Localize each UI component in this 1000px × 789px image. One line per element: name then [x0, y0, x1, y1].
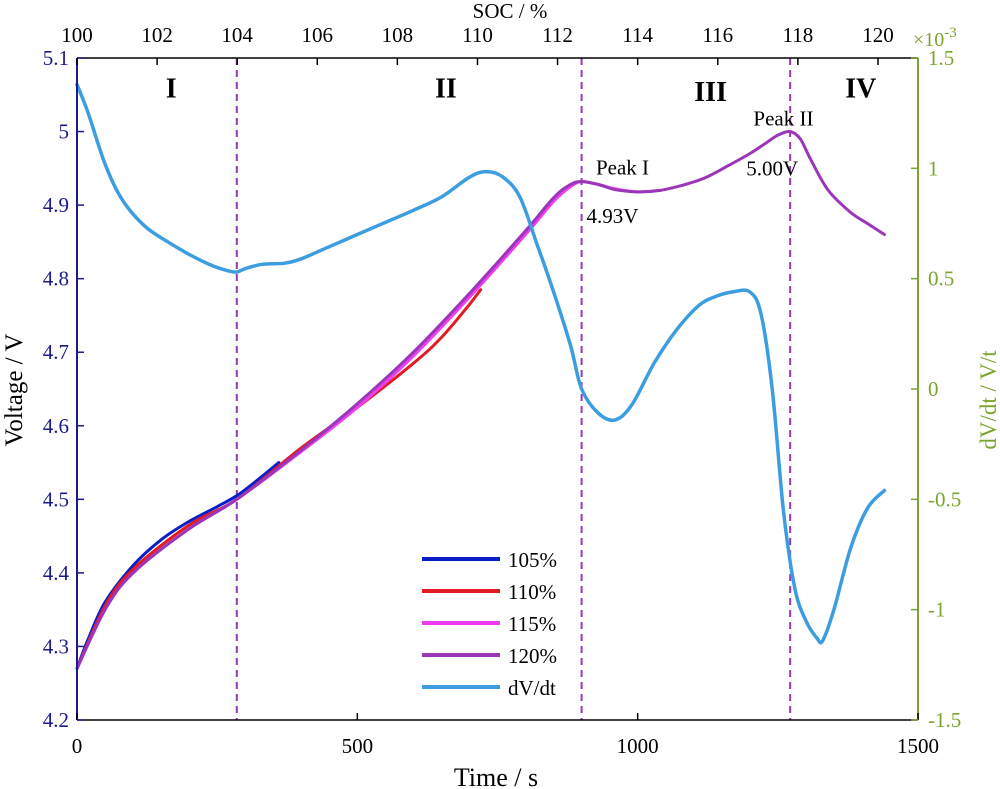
soc-tick-label: 116 [702, 23, 733, 47]
soc-tick-label: 100 [61, 23, 93, 47]
x-tick-label: 0 [72, 734, 83, 758]
y-left-tick-label: 4.3 [43, 634, 69, 658]
y-right-tick-label: 0.5 [928, 267, 954, 291]
right-axis-exponent-power: -3 [944, 25, 957, 41]
top-axis-title: SOC / % [473, 0, 548, 23]
soc-tick-label: 118 [782, 23, 813, 47]
legend-label: 120% [508, 644, 557, 668]
legend-label: dV/dt [508, 676, 556, 700]
soc-tick-label: 110 [462, 23, 493, 47]
region-label: III [694, 77, 727, 108]
y-right-tick-label: -1 [928, 598, 946, 622]
y-left-tick-label: 5 [59, 120, 70, 144]
x-tick-label: 1000 [617, 734, 659, 758]
left-axis-title: Voltage / V [1, 334, 28, 447]
y-left-tick-label: 4.9 [43, 193, 69, 217]
peak-annotation: 4.93V [586, 204, 638, 228]
peak-annotation: Peak I [596, 156, 649, 180]
legend: 105% 110% 115% 120% dV/dt [422, 548, 557, 700]
region-label: IV [845, 73, 876, 104]
region-label: II [435, 73, 457, 104]
x-axis-title: Time / s [454, 763, 538, 789]
series-line-dv-dt [75, 82, 887, 645]
soc-tick-label: 108 [382, 23, 414, 47]
right-axis-exponent-base: ×10 [913, 29, 944, 51]
legend-label: 115% [508, 612, 556, 636]
y-left-tick-label: 4.5 [43, 487, 69, 511]
y-left-tick-label: 4.7 [43, 340, 69, 364]
y-left-tick-label: 4.8 [43, 267, 69, 291]
plot-series [75, 82, 887, 670]
legend-label: 110% [508, 580, 556, 604]
soc-tick-label: 114 [622, 23, 653, 47]
series-line-105- [75, 461, 281, 670]
x-tick-label: 1500 [897, 734, 939, 758]
series-line-120- [75, 129, 886, 670]
tick-labels: 0 500 1000 15004.24.34.44.54.64.74.84.955.1… [43, 23, 962, 758]
legend-label: 105% [508, 548, 557, 572]
y-right-tick-label: 0 [928, 377, 939, 401]
y-left-tick-label: 4.6 [43, 414, 69, 438]
y-right-tick-label: -0.5 [928, 487, 961, 511]
soc-tick-label: 104 [221, 23, 253, 47]
x-tick-label: 500 [342, 734, 374, 758]
peak-annotation: 5.00V [746, 156, 798, 180]
region-label: I [166, 73, 177, 104]
series-line-110- [75, 288, 483, 670]
peak-annotation: Peak II [753, 106, 813, 130]
soc-tick-label: 106 [302, 23, 334, 47]
y-right-tick-label: 1 [928, 156, 939, 180]
soc-tick-label: 120 [862, 23, 894, 47]
y-left-tick-label: 5.1 [43, 46, 69, 70]
soc-tick-label: 112 [542, 23, 573, 47]
right-axis-exponent: ×10-3 [913, 25, 957, 51]
axes [76, 57, 919, 721]
y-left-tick-label: 4.2 [43, 708, 69, 732]
y-right-tick-label: -1.5 [928, 708, 961, 732]
soc-tick-label: 102 [141, 23, 173, 47]
right-axis-title: dV/dt / V/t [976, 350, 1000, 450]
y-left-tick-label: 4.4 [43, 561, 70, 585]
y-right-tick-label: 1.5 [928, 46, 954, 70]
